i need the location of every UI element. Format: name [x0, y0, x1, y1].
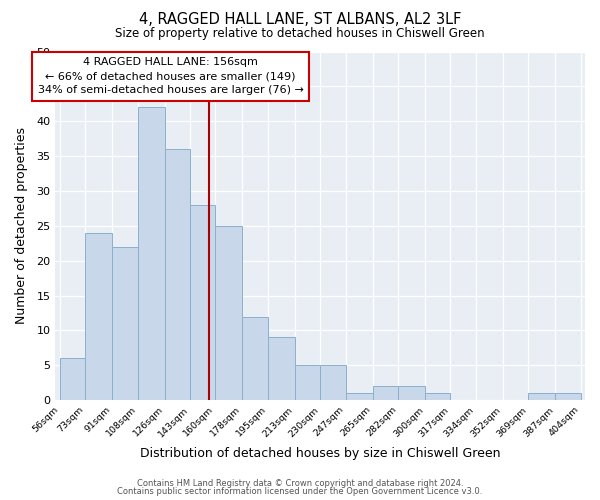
Bar: [295, 366, 320, 400]
Bar: [373, 386, 398, 400]
Text: Contains public sector information licensed under the Open Government Licence v3: Contains public sector information licen…: [118, 487, 482, 496]
Y-axis label: Number of detached properties: Number of detached properties: [15, 128, 28, 324]
Text: Contains HM Land Registry data © Crown copyright and database right 2024.: Contains HM Land Registry data © Crown c…: [137, 478, 463, 488]
Bar: [112, 247, 137, 400]
Bar: [268, 338, 295, 400]
Bar: [555, 393, 581, 400]
Text: 4, RAGGED HALL LANE, ST ALBANS, AL2 3LF: 4, RAGGED HALL LANE, ST ALBANS, AL2 3LF: [139, 12, 461, 28]
Bar: [346, 393, 373, 400]
X-axis label: Distribution of detached houses by size in Chiswell Green: Distribution of detached houses by size …: [140, 447, 500, 460]
Bar: [528, 393, 555, 400]
Bar: [164, 149, 190, 400]
Bar: [320, 366, 346, 400]
Bar: [215, 226, 242, 400]
Text: Size of property relative to detached houses in Chiswell Green: Size of property relative to detached ho…: [115, 28, 485, 40]
Bar: [190, 205, 215, 400]
Text: 4 RAGGED HALL LANE: 156sqm
← 66% of detached houses are smaller (149)
34% of sem: 4 RAGGED HALL LANE: 156sqm ← 66% of deta…: [38, 57, 304, 95]
Bar: [60, 358, 85, 400]
Bar: [137, 108, 164, 400]
Bar: [425, 393, 451, 400]
Bar: [85, 233, 112, 400]
Bar: [242, 316, 268, 400]
Bar: [398, 386, 425, 400]
